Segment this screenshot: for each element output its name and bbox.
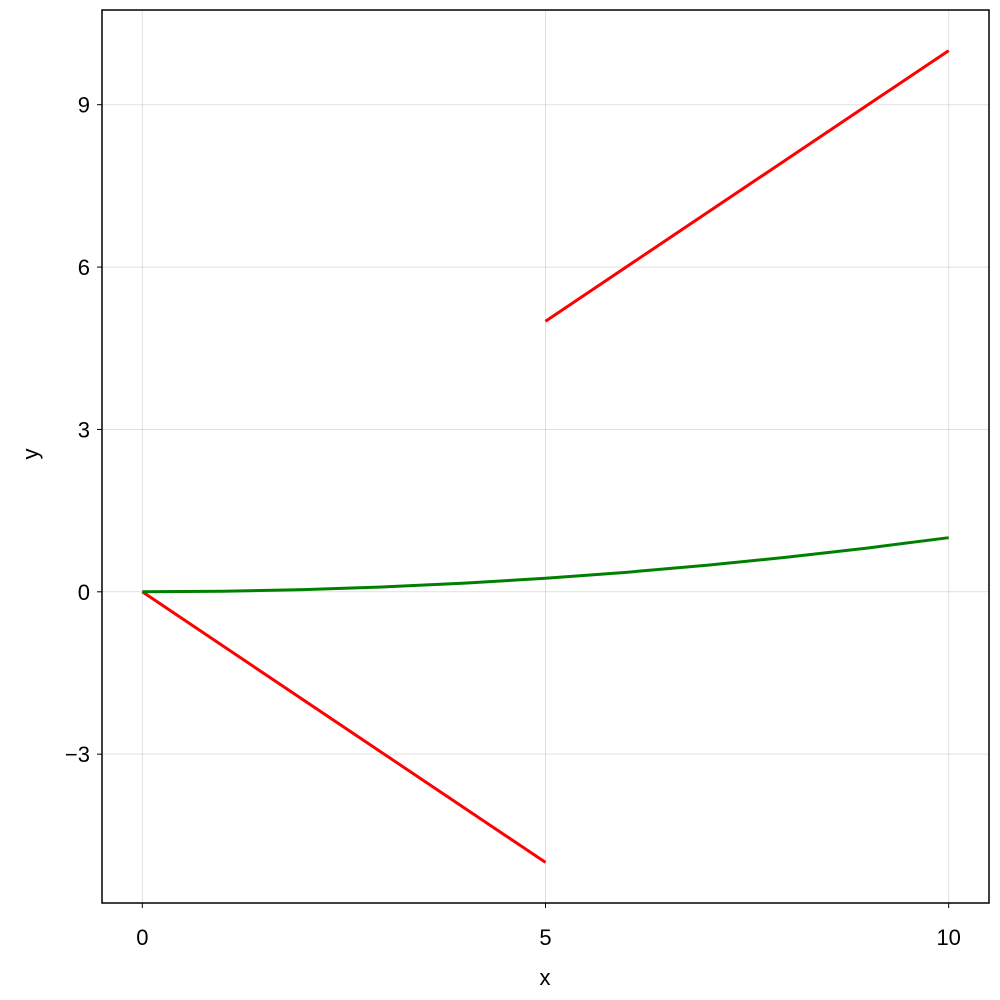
y-tick-label: 9 <box>78 93 90 118</box>
y-tick-label: 6 <box>78 255 90 280</box>
y-tick-label: −3 <box>65 742 90 767</box>
x-tick-label: 10 <box>936 925 960 950</box>
line-series <box>141 49 950 864</box>
y-tick-label: 3 <box>78 417 90 442</box>
x-axis-label: x <box>540 965 551 990</box>
y-tick-label: 0 <box>78 580 90 605</box>
x-tick-label: 5 <box>539 925 551 950</box>
plot-frame <box>101 9 990 904</box>
y-axis-label: y <box>18 449 43 460</box>
x-tick-label: 0 <box>136 925 148 950</box>
line-series <box>142 536 949 594</box>
